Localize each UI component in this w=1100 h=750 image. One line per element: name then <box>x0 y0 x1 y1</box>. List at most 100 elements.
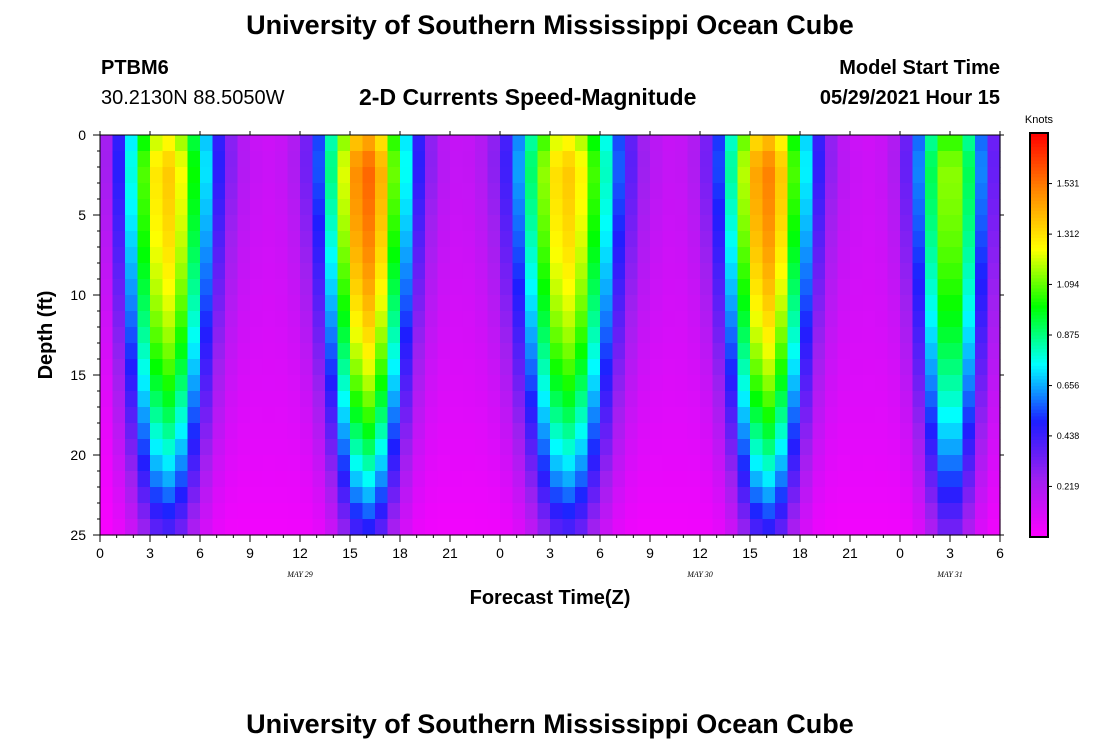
colorbar-segment <box>1030 382 1048 387</box>
heatmap-cell <box>725 487 739 504</box>
heatmap-cell <box>700 263 714 280</box>
heatmap-cell <box>912 391 926 408</box>
heatmap-cell <box>775 183 789 200</box>
heatmap-cell <box>412 167 426 184</box>
heatmap-cell <box>175 247 189 264</box>
heatmap-cell <box>687 135 701 152</box>
heatmap-cell <box>162 407 176 424</box>
heatmap-cell <box>162 295 176 312</box>
heatmap-cell <box>637 263 651 280</box>
heatmap-cell <box>612 391 626 408</box>
heatmap-cell <box>175 439 189 456</box>
heatmap-cell <box>975 247 989 264</box>
heatmap-cell <box>837 295 851 312</box>
heatmap-cell <box>537 343 551 360</box>
heatmap-cell <box>312 391 326 408</box>
heatmap-cell <box>512 247 526 264</box>
heatmap-cell <box>987 135 1001 152</box>
heatmap-cell <box>812 215 826 232</box>
heatmap-cell <box>112 519 126 536</box>
colorbar-segment <box>1030 159 1048 164</box>
heatmap-cell <box>300 455 314 472</box>
heatmap-cell <box>175 407 189 424</box>
heatmap-cell <box>262 359 276 376</box>
heatmap-cell <box>737 311 751 328</box>
heatmap-cell <box>387 231 401 248</box>
heatmap-cell <box>237 471 251 488</box>
heatmap-cell <box>225 135 239 152</box>
heatmap-cell <box>400 135 414 152</box>
heatmap-cell <box>825 311 839 328</box>
heatmap-cell <box>987 199 1001 216</box>
heatmap-cell <box>987 439 1001 456</box>
heatmap-cell <box>337 183 351 200</box>
heatmap-cell <box>775 487 789 504</box>
heatmap-cell <box>350 327 364 344</box>
heatmap-cell <box>912 263 926 280</box>
heatmap-cell <box>337 487 351 504</box>
heatmap-cell <box>287 439 301 456</box>
heatmap-cell <box>900 279 914 296</box>
heatmap-cell <box>600 391 614 408</box>
heatmap-cell <box>325 279 339 296</box>
heatmap-cell <box>612 135 626 152</box>
heatmap-cell <box>812 167 826 184</box>
heatmap-cell <box>487 423 501 440</box>
heatmap-cell <box>900 311 914 328</box>
heatmap-cell <box>225 327 239 344</box>
colorbar-segment <box>1030 496 1048 501</box>
heatmap-cell <box>962 151 976 168</box>
heatmap-cell <box>762 167 776 184</box>
heatmap-cell <box>100 263 114 280</box>
heatmap-cell <box>250 295 264 312</box>
heatmap-cell <box>212 359 226 376</box>
heatmap-cell <box>425 231 439 248</box>
heatmap-cell <box>737 327 751 344</box>
heatmap-cell <box>400 471 414 488</box>
heatmap-cell <box>437 279 451 296</box>
heatmap-cell <box>862 151 876 168</box>
heatmap-cell <box>750 407 764 424</box>
heatmap-cell <box>987 471 1001 488</box>
heatmap-cell <box>837 471 851 488</box>
heatmap-cell <box>700 471 714 488</box>
heatmap-cell <box>362 263 376 280</box>
heatmap-cell <box>687 407 701 424</box>
heatmap-cell <box>525 391 539 408</box>
heatmap-cell <box>450 327 464 344</box>
heatmap-cell <box>200 439 214 456</box>
heatmap-cell <box>350 151 364 168</box>
heatmap-cell <box>612 519 626 536</box>
heatmap-cell <box>975 423 989 440</box>
heatmap-cell <box>850 423 864 440</box>
heatmap-cell <box>850 135 864 152</box>
heatmap-cell <box>725 151 739 168</box>
heatmap-cell <box>437 327 451 344</box>
heatmap-cell <box>625 519 639 536</box>
heatmap-cell <box>325 183 339 200</box>
heatmap-cell <box>462 375 476 392</box>
heatmap-cell <box>837 247 851 264</box>
heatmap-cell <box>275 503 289 520</box>
colorbar-segment <box>1030 446 1048 451</box>
heatmap-cell <box>300 247 314 264</box>
heatmap-cell <box>850 247 864 264</box>
heatmap-cell <box>750 279 764 296</box>
heatmap-cell <box>275 455 289 472</box>
heatmap-cell <box>962 375 976 392</box>
heatmap-cell <box>925 151 939 168</box>
heatmap-cell <box>362 375 376 392</box>
heatmap-cell <box>725 167 739 184</box>
heatmap-cell <box>200 327 214 344</box>
heatmap-cell <box>862 375 876 392</box>
heatmap-cell <box>137 263 151 280</box>
heatmap-cell <box>362 359 376 376</box>
heatmap-cell <box>962 391 976 408</box>
heatmap-cell <box>200 423 214 440</box>
heatmap-cell <box>950 183 964 200</box>
heatmap-cell <box>762 311 776 328</box>
heatmap-cell <box>637 471 651 488</box>
heatmap-cell <box>387 279 401 296</box>
heatmap-cell <box>437 519 451 536</box>
colorbar-segment <box>1030 183 1048 188</box>
